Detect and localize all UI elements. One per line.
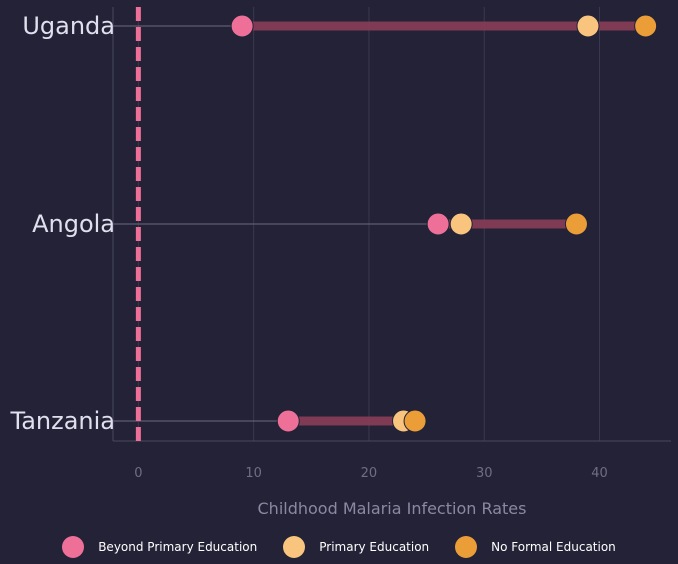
labels: 0 10 20 30 40 Childhood Malaria Infection Rat… (10, 12, 608, 518)
legend: Beyond Primary Education Primary Educatio… (0, 534, 678, 560)
x-tick-label: 30 (476, 466, 493, 481)
data-points (230, 14, 658, 433)
legend-swatch (283, 536, 306, 558)
x-tick-label: 0 (134, 466, 142, 481)
legend-label: Primary Education (319, 540, 430, 554)
legend-label: Beyond Primary Education (98, 540, 258, 554)
legend-label: No Formal Education (491, 540, 616, 554)
point-beyond-primary-education (426, 212, 450, 236)
x-tick-label: 20 (361, 466, 378, 481)
grid-lines (113, 7, 601, 441)
legend-swatch (62, 536, 85, 558)
point-primary-education (449, 212, 473, 236)
legend-item: No Formal Education (455, 536, 616, 558)
category-label: Angola (32, 210, 115, 238)
legend-swatch (455, 536, 478, 558)
point-beyond-primary-education (230, 14, 254, 38)
axes (112, 7, 671, 442)
point-primary-education (576, 14, 600, 38)
point-no-formal-education (634, 14, 658, 38)
x-tick-label: 10 (245, 466, 262, 481)
point-no-formal-education (403, 409, 427, 433)
x-tick-label: 40 (591, 466, 608, 481)
x-axis-label: Childhood Malaria Infection Rates (258, 499, 527, 518)
legend-item: Beyond Primary Education (62, 536, 257, 558)
dumbbell-chart: 0 10 20 30 40 Childhood Malaria Infection Rat… (10, 7, 671, 518)
point-beyond-primary-education (276, 409, 300, 433)
category-label: Tanzania (10, 407, 116, 435)
point-no-formal-education (564, 212, 588, 236)
legend-item: Primary Education (283, 536, 429, 558)
category-label: Uganda (22, 12, 115, 40)
